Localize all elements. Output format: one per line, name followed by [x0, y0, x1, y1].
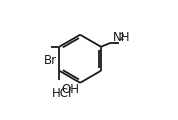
Text: OH: OH	[61, 83, 79, 96]
Text: 2: 2	[119, 33, 124, 42]
Text: Br: Br	[44, 54, 57, 67]
Text: NH: NH	[113, 30, 130, 44]
Text: HCl: HCl	[52, 87, 72, 100]
